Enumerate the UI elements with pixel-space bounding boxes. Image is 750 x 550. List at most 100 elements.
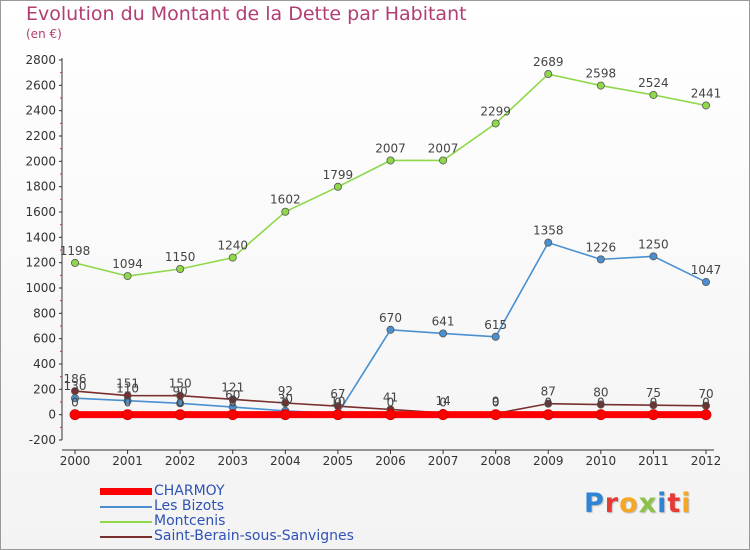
data-point [544,399,553,408]
data-label: 2598 [586,67,617,81]
data-point [333,182,342,191]
data-point [649,252,658,261]
y-tick-label: 400 [33,357,56,371]
data-point [648,409,659,421]
logo-letter: r [604,488,620,519]
data-point [385,409,396,421]
data-label: 2524 [638,76,669,90]
data-point [490,409,502,421]
data-point [702,101,711,110]
data-point [174,409,186,421]
chart-title: Evolution du Montant de la Dette par Hab… [26,3,467,25]
data-point [228,253,237,262]
legend-swatch [100,521,152,523]
chart-legend: CHARMOY Les Bizots Montcenis Saint-Berain-s… [100,483,400,544]
data-point [596,400,605,409]
legend-swatch [100,506,152,508]
data-label: 0 [439,396,447,410]
data-label: 2007 [428,141,459,155]
data-label: 60 [225,388,240,402]
x-tick-label: 2010 [586,454,617,468]
data-point [649,401,658,410]
data-label: 0 [544,396,552,410]
data-label: 2299 [480,104,511,118]
data-point [439,156,448,165]
data-point [176,399,185,408]
logo-letter: P [584,488,605,519]
data-label: 41 [383,390,398,404]
logo-letter: i [657,488,668,519]
x-tick-label: 2001 [112,454,143,468]
data-label: 186 [64,372,87,386]
y-tick-label: 1600 [25,205,56,219]
data-point [700,409,712,421]
data-point [386,325,395,334]
data-label: 1047 [691,263,722,277]
data-point [544,70,553,79]
data-label: 670 [379,311,402,325]
x-tick-label: 2009 [533,454,564,468]
data-label: 0 [124,396,132,410]
data-point [649,90,658,99]
x-tick-label: 2011 [638,454,669,468]
data-label: 0 [71,396,79,410]
x-tick-label: 2006 [375,454,406,468]
data-point [596,255,605,264]
data-label: 75 [646,386,661,400]
data-label: 2689 [533,55,564,69]
data-label: 0 [334,396,342,410]
y-tick-label: 2200 [25,129,56,143]
data-point [227,409,239,421]
data-label: 0 [650,396,658,410]
data-label: 151 [116,377,139,391]
data-label: 1358 [533,224,564,238]
data-point [281,207,290,216]
data-label: 0 [492,396,500,410]
data-label: 0 [387,396,395,410]
data-label: 1602 [270,193,301,207]
data-label: 0 [597,396,605,410]
x-tick-label: 2007 [428,454,459,468]
data-point [69,409,81,421]
data-label: 87 [541,385,556,399]
y-tick-label: -200 [29,433,56,447]
x-tick-label: 2002 [165,454,196,468]
data-label: 1150 [165,250,196,264]
data-point [71,258,80,267]
data-label: 0 [229,396,237,410]
logo-letter: o [619,488,639,519]
data-point [491,332,500,341]
x-tick-label: 2003 [217,454,248,468]
logo-letter: t [667,488,682,519]
legend-label: CHARMOY [154,483,225,499]
data-label: 1240 [217,239,248,253]
data-label: 10 [330,394,345,408]
logo-letter: x [638,488,658,519]
data-label: 90 [173,384,188,398]
data-point [279,409,291,421]
legend-item: Montcenis [100,513,400,529]
data-point [123,272,132,281]
data-label: 92 [278,384,293,398]
y-tick-label: 2600 [25,78,56,92]
data-label: 1226 [586,240,617,254]
y-tick-label: 2000 [25,154,56,168]
y-tick-label: 1000 [25,281,56,295]
data-label: 110 [116,382,139,396]
legend-swatch [100,536,152,538]
legend-item: Saint-Berain-sous-Sanvignes [100,528,400,544]
proxiti-logo: Proxiti [584,488,692,519]
legend-label: Les Bizots [154,498,225,514]
y-tick-label: 1200 [25,256,56,270]
data-point [544,238,553,247]
legend-label: Montcenis [154,513,226,529]
data-point [176,391,185,400]
data-point [595,409,607,421]
data-point [386,156,395,165]
data-label: 121 [221,380,244,394]
y-tick-label: 0 [48,408,56,422]
data-point [542,409,554,421]
data-point [71,387,80,396]
data-point [332,409,344,421]
